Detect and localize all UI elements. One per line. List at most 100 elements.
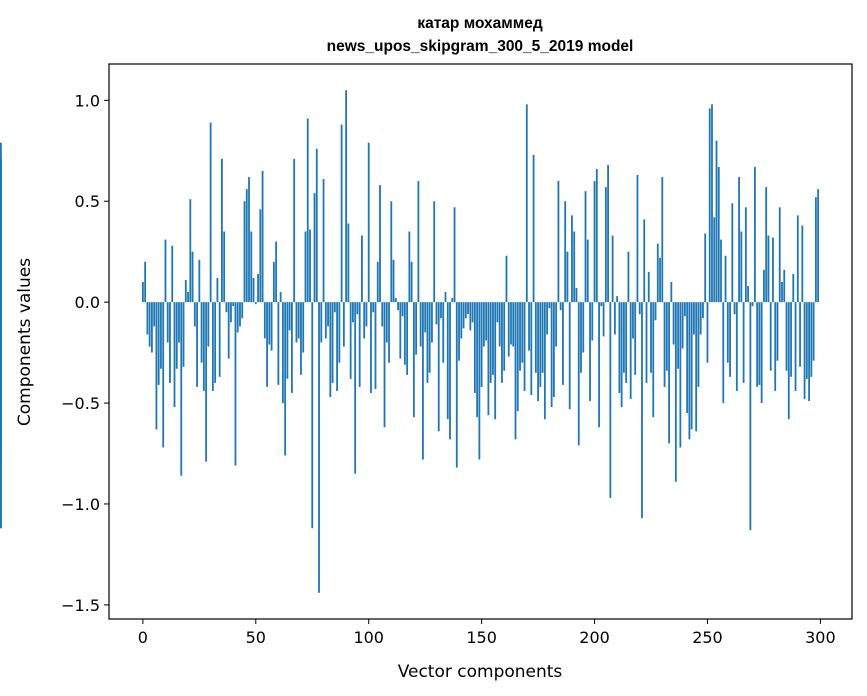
bar-component-undefined — [0, 302, 2, 369]
bar-component-34 — [218, 302, 221, 377]
y-tick-label: 1.0 — [75, 91, 100, 110]
bar-component-144 — [467, 302, 469, 315]
bar-component-104 — [376, 261, 379, 303]
bar-component-118 — [408, 231, 411, 303]
bar-component-79 — [320, 302, 323, 343]
x-axis-ticks: 0 50 100 150 200 250 300 — [138, 619, 836, 647]
bar-component-115 — [401, 302, 404, 317]
bar-component-158 — [498, 302, 501, 347]
bar-component-41 — [234, 302, 237, 466]
y-axis-label: Components values — [15, 258, 35, 426]
bar-component-42 — [236, 302, 239, 333]
bar-component-112 — [394, 298, 397, 303]
bar-component-268 — [747, 286, 750, 303]
bar-component-18 — [182, 302, 185, 367]
bar-component-153 — [487, 302, 490, 416]
bar-component-238 — [679, 302, 682, 448]
bar-component-214 — [625, 302, 628, 383]
bar-component-61 — [279, 292, 282, 303]
bar-component-248 — [702, 302, 704, 319]
bar-component-229 — [659, 257, 661, 303]
bar-component-75 — [311, 302, 314, 529]
bar-component-43 — [239, 302, 241, 327]
bar-component-290 — [796, 215, 799, 303]
bar-component-167 — [519, 302, 521, 371]
bar-component-194 — [580, 302, 582, 373]
bar-component-46 — [245, 189, 248, 303]
bar-component-180 — [548, 302, 551, 309]
bar-component-143 — [464, 302, 467, 319]
bar-component-236 — [674, 302, 677, 482]
bar-component-166 — [516, 302, 519, 412]
bar-component-119 — [410, 261, 413, 303]
bar-component-141 — [460, 302, 463, 339]
bar-component-243 — [690, 302, 693, 430]
bar-component-211 — [618, 302, 621, 393]
bar-component-80 — [322, 179, 325, 303]
bar-component-261 — [731, 203, 734, 303]
bar-component-undefined — [0, 288, 2, 303]
bar-component-107 — [383, 302, 386, 428]
bar-component-222 — [643, 219, 646, 303]
bar-component-37 — [225, 302, 228, 313]
y-tick-label: 0.0 — [75, 293, 100, 312]
bar-component-266 — [742, 302, 745, 383]
bar-component-199 — [591, 302, 594, 341]
bar-component-88 — [340, 124, 343, 303]
bar-component-284 — [783, 269, 786, 303]
bar-component-190 — [571, 215, 573, 303]
bar-component-293 — [803, 302, 806, 400]
bar-component-210 — [616, 296, 619, 303]
bar-component-102 — [372, 302, 375, 313]
bar-component-93 — [352, 302, 354, 323]
bar-component-74 — [309, 229, 311, 303]
bar-component-227 — [654, 302, 657, 321]
bar-component-71 — [302, 302, 305, 353]
bar-component-203 — [600, 302, 603, 307]
bar-component-156 — [494, 302, 497, 420]
bar-component-64 — [286, 302, 289, 379]
bar-component-130 — [435, 302, 438, 325]
bar-component-269 — [749, 302, 752, 531]
bar-component-16 — [178, 302, 180, 343]
bar-component-85 — [333, 302, 336, 313]
bar-component-259 — [726, 302, 729, 363]
bar-component-94 — [354, 302, 357, 474]
bar-component-29 — [207, 302, 210, 347]
bar-component-133 — [442, 302, 445, 363]
x-tick-label: 200 — [579, 628, 610, 647]
bar-component-244 — [693, 302, 695, 335]
bar-component-208 — [611, 235, 614, 303]
bar-component-192 — [575, 288, 578, 303]
bar-component-113 — [397, 302, 399, 311]
bar-component-256 — [720, 239, 722, 303]
bar-component-131 — [437, 302, 440, 432]
x-tick-label: 250 — [692, 628, 723, 647]
bar-component-257 — [722, 302, 725, 404]
bar-component-169 — [523, 302, 526, 391]
bar-component-39 — [230, 302, 232, 323]
bar-component-234 — [670, 281, 673, 303]
bar-component-164 — [512, 302, 515, 347]
bar-component-179 — [546, 302, 549, 335]
chart-title: катар мохаммед — [417, 15, 543, 32]
bar-component-270 — [751, 302, 754, 307]
bar-component-53 — [261, 170, 264, 303]
bar-component-32 — [214, 302, 217, 383]
bar-component-198 — [589, 302, 591, 402]
bar-component-3 — [148, 302, 151, 347]
y-axis-ticks: 1.0 0.5 0.0 −0.5 −1.0 −1.5 — [61, 91, 109, 615]
bar-component-38 — [227, 302, 230, 359]
bar-component-230 — [661, 177, 664, 303]
bar-component-213 — [623, 302, 625, 373]
bar-component-98 — [363, 302, 366, 339]
bar-component-272 — [756, 302, 759, 387]
bar-component-138 — [453, 207, 456, 303]
bar-component-47 — [248, 177, 250, 303]
bar-component-298 — [814, 197, 817, 303]
bar-component-9 — [162, 302, 165, 448]
bar-component-204 — [602, 302, 605, 337]
bar-component-72 — [304, 231, 307, 303]
bar-component-154 — [489, 302, 492, 383]
bar-component-33 — [216, 277, 219, 303]
